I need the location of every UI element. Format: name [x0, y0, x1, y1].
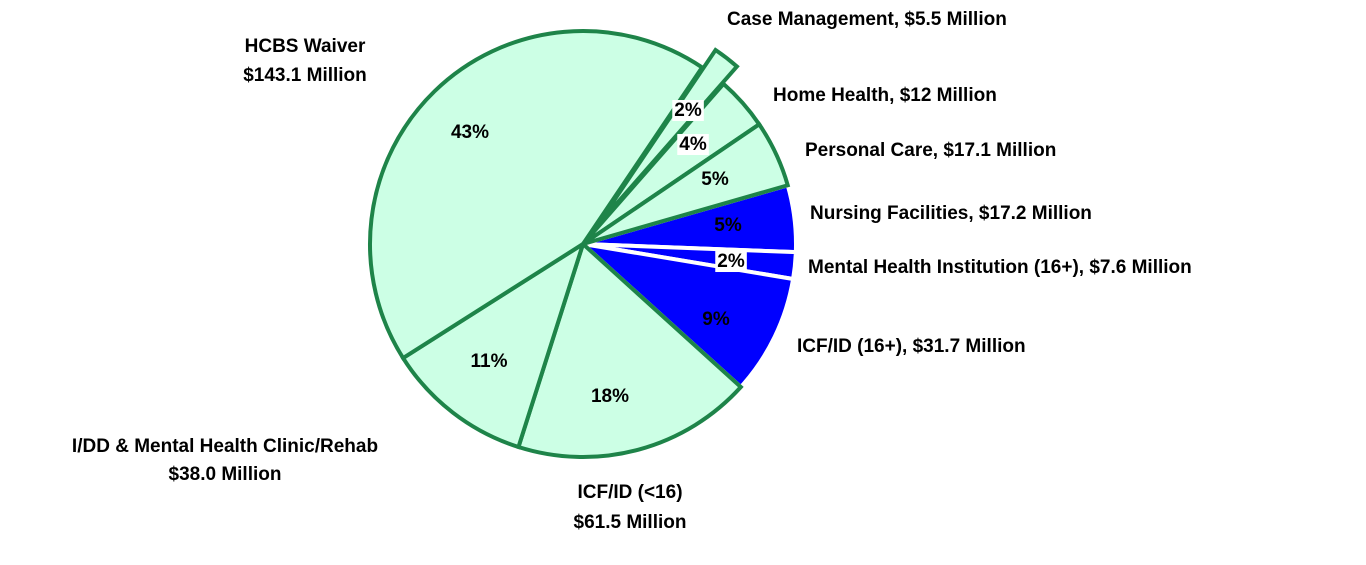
category-label: Nursing Facilities, $17.2 Million: [810, 203, 1092, 224]
percent-label: 11%: [471, 351, 508, 372]
percent-label: 43%: [451, 122, 489, 143]
category-label: Case Management, $5.5 Million: [727, 9, 1007, 30]
label-background: [672, 100, 704, 122]
percent-label: 2%: [674, 100, 702, 121]
category-label: ICF/ID (<16): [577, 482, 682, 503]
label-background: [677, 134, 709, 156]
pie-slice: [400, 239, 587, 450]
percent-label: 9%: [702, 309, 730, 330]
category-label: I/DD & Mental Health Clinic/Rehab: [72, 436, 378, 457]
percent-label: 5%: [701, 169, 729, 190]
category-label: Personal Care, $17.1 Million: [805, 140, 1056, 161]
category-label: HCBS Waiver: [245, 36, 366, 57]
label-background: [715, 251, 747, 273]
category-label: Mental Health Institution (16+), $7.6 Mi…: [808, 257, 1192, 278]
category-label: $38.0 Million: [169, 464, 282, 485]
percent-label: 18%: [591, 386, 629, 407]
pie-slice: [576, 240, 796, 390]
pie-slice: [594, 47, 740, 228]
pie-slice: [581, 121, 791, 246]
category-label: $61.5 Million: [574, 512, 687, 533]
pie-slice: [368, 29, 705, 361]
pie-slice: [515, 240, 744, 459]
category-label: Home Health, $12 Million: [773, 85, 997, 106]
category-label: ICF/ID (16+), $31.7 Million: [797, 336, 1026, 357]
percent-label: 5%: [714, 215, 742, 236]
percent-label: 2%: [717, 251, 745, 272]
percent-label: 4%: [679, 134, 707, 155]
category-label: $143.1 Million: [243, 65, 367, 86]
